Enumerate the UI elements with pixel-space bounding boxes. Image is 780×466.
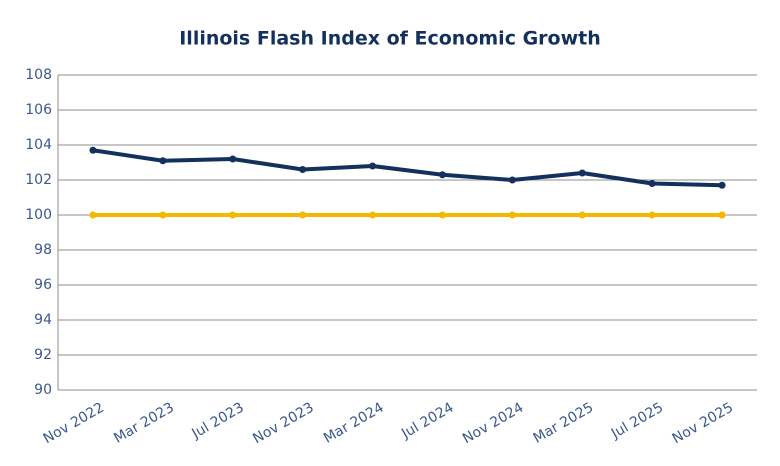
point [648, 180, 656, 187]
point [438, 211, 446, 219]
x-tick-label: Jul 2023 [189, 400, 247, 443]
y-tick-label: 90 [34, 382, 52, 398]
y-tick-label: 100 [25, 207, 52, 223]
point [159, 157, 167, 165]
point [369, 162, 377, 170]
chart-title: Illinois Flash Index of Economic Growth [179, 28, 601, 50]
point [159, 211, 167, 219]
x-tick-label: Jul 2024 [398, 400, 456, 443]
point [299, 211, 307, 219]
point [229, 211, 237, 219]
y-tick-label: 96 [34, 277, 52, 293]
y-tick-label: 98 [34, 242, 52, 258]
y-tick-label: 106 [25, 102, 52, 118]
point [578, 169, 586, 177]
point [508, 176, 516, 184]
y-tick-label: 94 [34, 312, 52, 328]
x-tick-label: Jul 2025 [608, 400, 666, 443]
y-tick-label: 104 [25, 137, 52, 153]
point [438, 171, 446, 179]
point [648, 211, 656, 219]
point [229, 155, 237, 163]
series-line [92, 148, 723, 188]
x-tick-label: Mar 2025 [531, 400, 597, 447]
x-tick-label: Mar 2023 [111, 400, 177, 447]
point [718, 181, 726, 189]
y-tick-label: 92 [34, 347, 52, 363]
point [718, 211, 726, 219]
x-tick-label: Nov 2024 [460, 400, 526, 448]
x-tick-label: Mar 2024 [321, 400, 387, 447]
y-tick-label: 108 [25, 67, 52, 83]
point [299, 166, 307, 173]
point [508, 211, 516, 219]
x-tick-label: Nov 2022 [41, 400, 107, 448]
point [369, 211, 377, 219]
point [578, 211, 586, 219]
point [89, 146, 97, 154]
point [89, 211, 97, 219]
x-tick-label: Nov 2025 [670, 400, 736, 448]
y-tick-label: 102 [25, 172, 52, 188]
x-tick-label: Nov 2023 [250, 400, 316, 448]
